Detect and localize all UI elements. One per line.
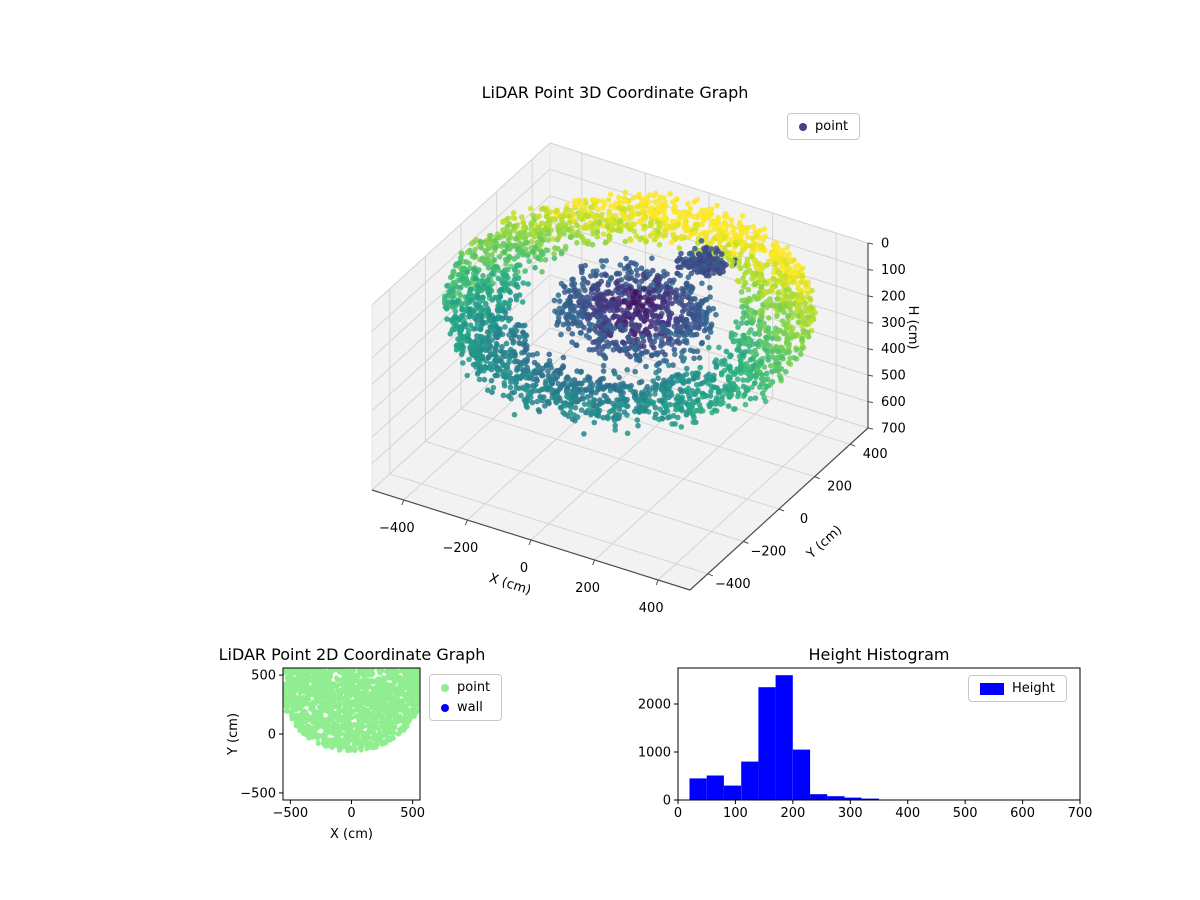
y-tick-label: 400 xyxy=(863,447,888,462)
legend-label: wall xyxy=(457,700,483,715)
histogram-bars xyxy=(689,675,879,800)
hist-bar xyxy=(844,797,862,800)
plot2d-axes: −500 0 500 −500 0 500 X (cm) Y (cm) xyxy=(226,667,425,842)
y-axis-label: Y (cm) xyxy=(803,523,845,563)
legend-item-point: point xyxy=(799,118,848,135)
x-tick-label: 0 xyxy=(520,561,528,576)
point-marker-icon xyxy=(799,122,807,131)
x-tick-label: 200 xyxy=(575,581,600,596)
z-tick-label: 0 xyxy=(881,237,889,252)
hist-bar xyxy=(758,687,776,800)
x-tick-label: 200 xyxy=(780,806,805,821)
plot2d-legend: point wall xyxy=(429,674,503,721)
y-tick-label: 0 xyxy=(268,728,276,743)
legend-item-height: Height xyxy=(980,680,1055,697)
x-tick-label: 500 xyxy=(953,806,978,821)
tick-labels-hist: 0 100 200 300 400 500 600 700 0 1000 2000 xyxy=(638,698,1093,822)
y-tick-label: −500 xyxy=(240,786,276,801)
y-tick-label: −400 xyxy=(715,577,751,592)
scatter-points-2d xyxy=(283,668,420,754)
y-tick-label: 1000 xyxy=(638,746,671,761)
x-tick-label: 500 xyxy=(400,806,425,821)
z-axis-label: H (cm) xyxy=(905,306,920,350)
hist-bar xyxy=(861,798,879,800)
hist-bar xyxy=(723,785,742,800)
z-tick-label: 100 xyxy=(881,263,906,278)
x-tick-label: −400 xyxy=(379,521,415,536)
x-tick-label: 400 xyxy=(639,601,664,616)
x-tick-label: −200 xyxy=(443,541,479,556)
plot3d-legend: point xyxy=(787,113,861,140)
x-tick-label: 0 xyxy=(674,806,682,821)
tick-labels-2d: −500 0 500 −500 0 500 xyxy=(240,669,425,821)
legend-item-wall: wall xyxy=(441,699,490,716)
z-tick-label: 400 xyxy=(881,342,906,357)
z-tick-label: 700 xyxy=(881,422,906,437)
x-tick-label: 400 xyxy=(895,806,920,821)
point-marker-icon xyxy=(441,683,449,692)
hist-bar xyxy=(792,749,811,800)
histogram-axes: 0 100 200 300 400 500 600 700 0 1000 2000 xyxy=(638,667,1093,822)
axes-frame-hist xyxy=(677,667,1081,801)
tick-labels-3d: −400 −200 0 200 400 −400 −200 0 200 400 0 100 200 300… xyxy=(379,237,906,617)
histogram-title: Height Histogram xyxy=(808,645,950,664)
y-tick-label: 2000 xyxy=(638,698,671,713)
hist-bar xyxy=(775,675,793,800)
hist-bar xyxy=(741,761,759,800)
y-tick-label: 0 xyxy=(663,794,671,809)
plot3d-axes: −400 −200 0 200 400 −400 −200 0 200 400 0 100 200 300… xyxy=(371,141,920,617)
x-tick-label: 700 xyxy=(1068,806,1093,821)
y-axis-label: Y (cm) xyxy=(226,713,241,756)
plot3d-title: LiDAR Point 3D Coordinate Graph xyxy=(481,83,749,102)
hist-bar xyxy=(706,775,724,800)
hist-bar xyxy=(689,778,707,800)
legend-label: point xyxy=(457,680,491,695)
x-tick-label: −500 xyxy=(272,806,308,821)
height-bar-swatch-icon xyxy=(980,682,1004,695)
y-tick-label: −200 xyxy=(751,544,787,559)
x-tick-label: 600 xyxy=(1010,806,1035,821)
z-tick-label: 200 xyxy=(881,289,906,304)
hist-bar xyxy=(810,794,828,800)
wall-marker-icon xyxy=(441,703,449,712)
histogram-legend: Height xyxy=(968,675,1067,702)
scatter-points-3d xyxy=(441,189,819,437)
legend-label: Height xyxy=(1012,681,1055,696)
x-tick-label: 0 xyxy=(347,806,355,821)
y-tick-label: 500 xyxy=(251,669,276,684)
z-tick-label: 300 xyxy=(881,316,906,331)
x-tick-label: 100 xyxy=(723,806,748,821)
legend-item-point: point xyxy=(441,679,490,696)
hist-bar xyxy=(827,796,845,800)
x-tick-label: 300 xyxy=(838,806,863,821)
z-tick-label: 600 xyxy=(881,395,906,410)
y-tick-label: 0 xyxy=(800,512,808,527)
legend-label: point xyxy=(815,119,849,134)
y-tick-label: 200 xyxy=(827,480,852,495)
plot2d-title: LiDAR Point 2D Coordinate Graph xyxy=(218,645,486,664)
z-tick-label: 500 xyxy=(881,369,906,384)
x-axis-label: X (cm) xyxy=(330,827,373,842)
